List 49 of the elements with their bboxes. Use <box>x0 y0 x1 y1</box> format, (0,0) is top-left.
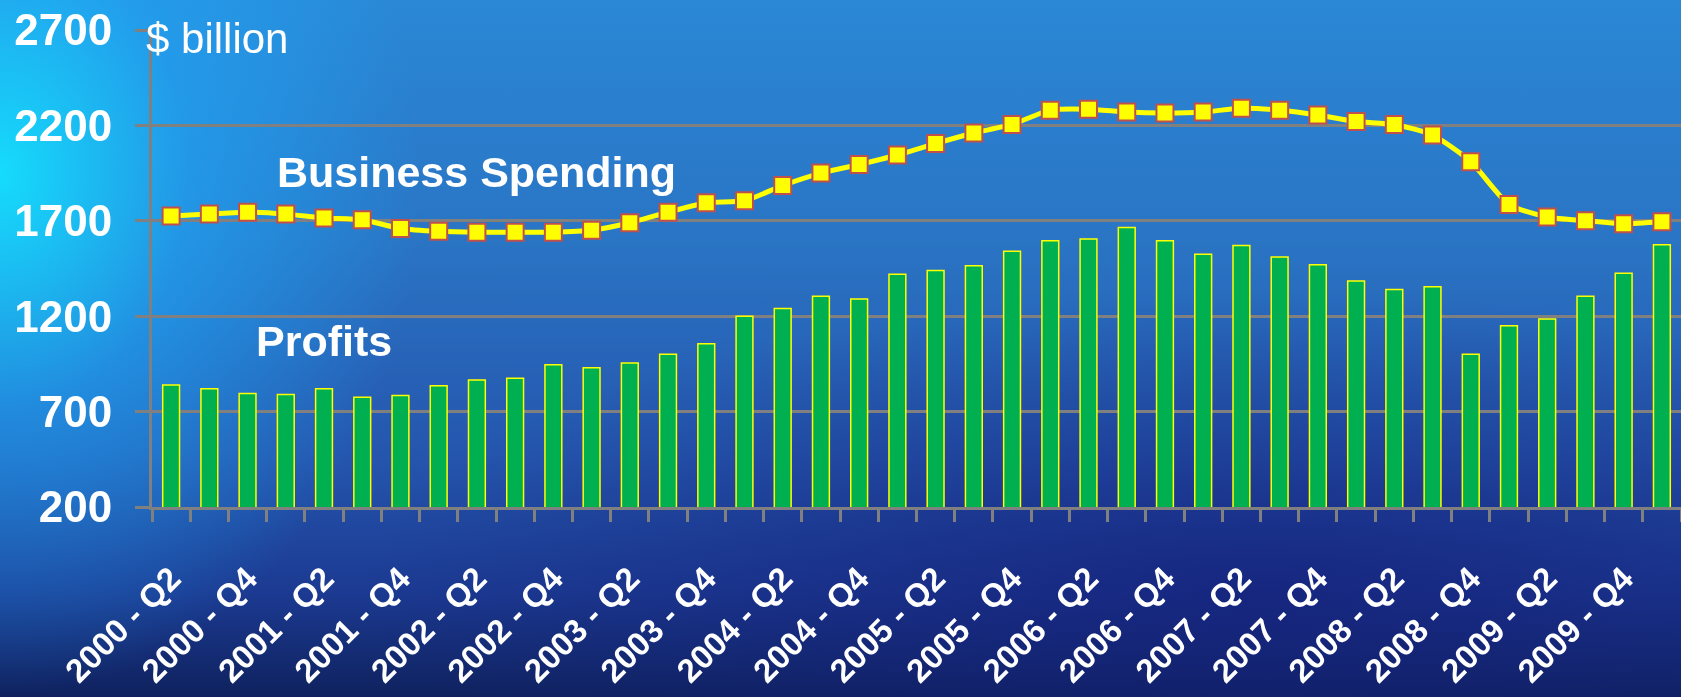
point <box>1079 99 1099 119</box>
point <box>429 221 449 241</box>
point <box>1575 211 1595 231</box>
y-tick-label: 1700 <box>14 196 113 246</box>
point <box>811 163 831 183</box>
point <box>658 202 678 222</box>
point <box>1231 98 1251 118</box>
point <box>1652 212 1672 232</box>
point <box>1346 112 1366 132</box>
point <box>620 213 640 233</box>
point <box>238 202 258 222</box>
point <box>964 123 984 143</box>
y-tick-label: 700 <box>38 387 113 436</box>
point <box>696 193 716 213</box>
point <box>926 134 946 154</box>
point <box>1423 125 1443 145</box>
y-tick-label: 2700 <box>14 5 113 55</box>
y-tick-label: 1200 <box>14 291 113 341</box>
point <box>505 222 525 242</box>
point <box>314 208 334 228</box>
y-tick-label: 2200 <box>14 100 113 150</box>
point <box>1499 195 1519 215</box>
point <box>1117 102 1137 122</box>
point <box>1537 207 1557 227</box>
point <box>390 218 410 238</box>
point <box>199 204 219 224</box>
y-tick-label: 200 <box>38 482 113 532</box>
point <box>352 210 372 230</box>
point <box>276 204 296 224</box>
point <box>1193 102 1213 122</box>
point <box>1461 152 1481 172</box>
point <box>1384 114 1404 134</box>
point <box>734 191 754 211</box>
point <box>1270 100 1290 120</box>
series-label: Business Spending <box>277 148 677 196</box>
point <box>773 176 793 195</box>
point <box>582 220 602 240</box>
series-label: Profits <box>256 317 393 365</box>
point <box>849 155 869 175</box>
point <box>1308 105 1328 125</box>
point <box>1002 114 1022 134</box>
point <box>1155 103 1175 123</box>
point <box>543 222 563 242</box>
point <box>161 206 181 226</box>
point <box>887 145 907 165</box>
point <box>1614 214 1634 234</box>
y-axis-title: $ billion <box>146 15 289 62</box>
point <box>1040 100 1060 120</box>
point <box>467 222 487 242</box>
